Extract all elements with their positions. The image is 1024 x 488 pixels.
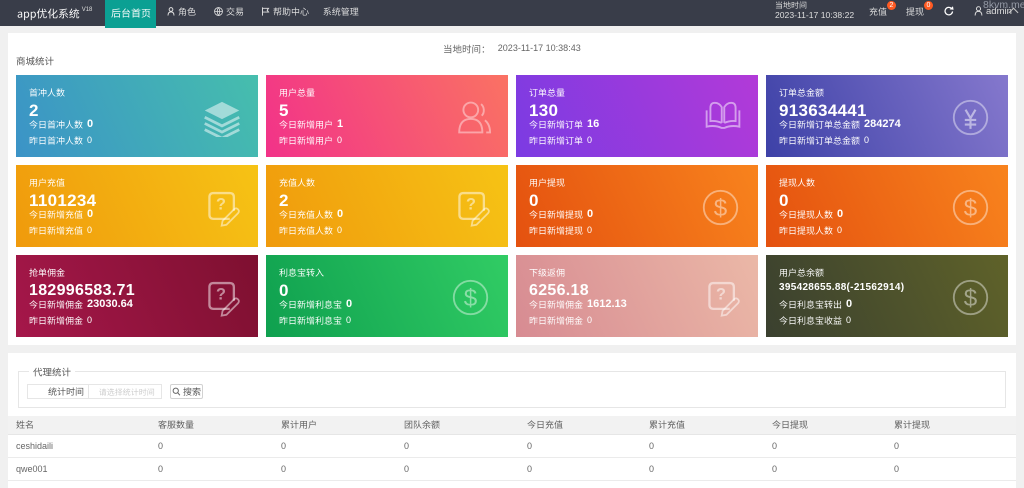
svg-text:?: ? [216, 195, 226, 213]
svg-text:?: ? [216, 285, 226, 303]
svg-text:$: $ [714, 195, 728, 222]
svg-text:?: ? [466, 195, 476, 213]
svg-text:?: ? [716, 285, 726, 303]
svg-text:$: $ [964, 285, 978, 312]
svg-text:$: $ [464, 285, 478, 312]
svg-text:$: $ [964, 195, 978, 222]
